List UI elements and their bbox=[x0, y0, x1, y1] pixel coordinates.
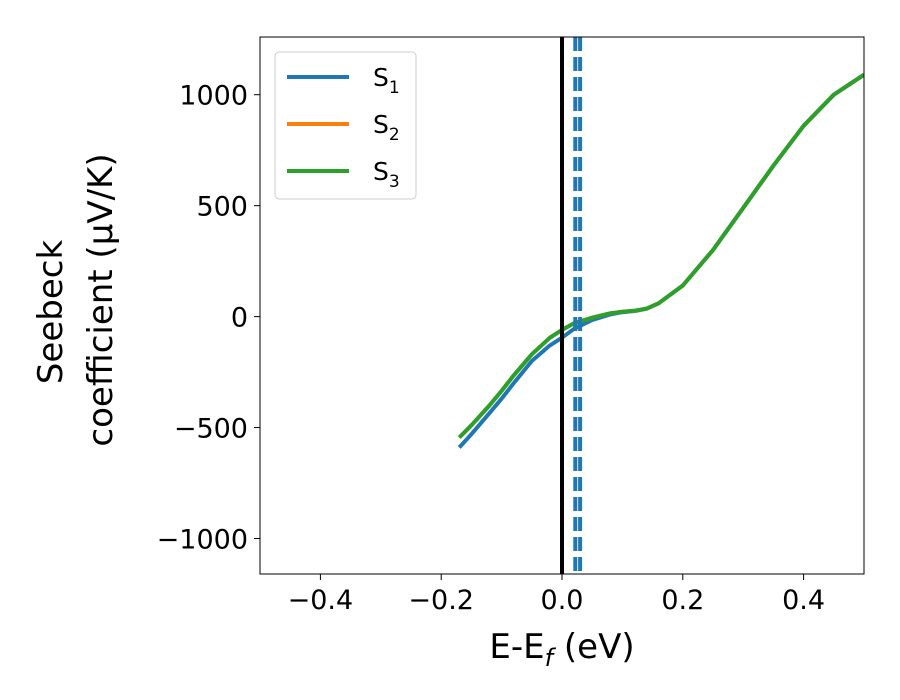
legend-label-s1: S1 bbox=[373, 63, 400, 98]
x-tick-label: 0.2 bbox=[661, 585, 704, 616]
y-axis-label-line1: Seebeck bbox=[31, 240, 71, 385]
y-tick-label: 500 bbox=[196, 192, 248, 223]
x-tick-label: 0.0 bbox=[541, 585, 584, 616]
y-tick-label: 0 bbox=[231, 303, 248, 334]
plot-area: −0.4 −0.2 0.0 0.2 0.4 −1000 −500 0 500 1000 bbox=[157, 36, 865, 616]
y-axis-label: Seebeck coefficient (μV/K) bbox=[31, 153, 121, 446]
series-line-s3 bbox=[457, 73, 864, 439]
x-tick-label: −0.2 bbox=[408, 585, 474, 616]
legend: S1 S2 S3 bbox=[274, 51, 417, 200]
x-axis-label-main: E-E bbox=[489, 627, 544, 667]
x-tick-label: 0.4 bbox=[782, 585, 825, 616]
x-tick-label: −0.4 bbox=[288, 585, 354, 616]
legend-label-s2: S2 bbox=[373, 110, 400, 145]
x-axis-label-unit: (eV) bbox=[553, 627, 635, 667]
data-layer bbox=[457, 37, 864, 574]
x-axis-label: E-Ef (eV) bbox=[489, 627, 634, 672]
y-tick-label: 1000 bbox=[179, 81, 248, 112]
y-tick-label: −1000 bbox=[157, 524, 248, 555]
y-axis-label-line2: coefficient (μV/K) bbox=[81, 153, 121, 446]
series-line-s1 bbox=[457, 73, 864, 449]
legend-label-s3: S3 bbox=[373, 157, 400, 192]
y-tick-label: −500 bbox=[174, 414, 248, 445]
